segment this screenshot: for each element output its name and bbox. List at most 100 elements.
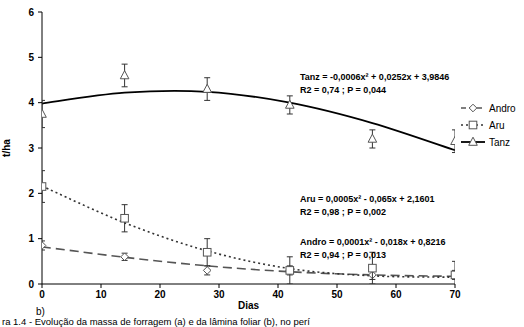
error-cap	[369, 284, 375, 285]
error-bar	[122, 205, 128, 232]
point	[286, 267, 294, 275]
error-cap	[287, 114, 293, 115]
x-tick	[455, 284, 456, 288]
y-tick-label: 6	[28, 7, 34, 18]
error-bar	[42, 171, 45, 203]
annotation: Andro = 0,0001x² - 0,018x + 0,8216	[300, 237, 446, 247]
error-cap	[42, 250, 45, 251]
point	[42, 242, 46, 250]
x-tick-label: 20	[154, 289, 166, 300]
point	[42, 183, 46, 191]
x-tick	[396, 284, 397, 288]
y-tick-label: 3	[28, 143, 34, 154]
error-bar	[122, 253, 128, 260]
point	[121, 214, 129, 222]
error-cap	[42, 127, 45, 128]
error-cap	[287, 256, 293, 257]
x-tick	[160, 284, 161, 288]
y-tick	[38, 238, 42, 239]
y-tick	[38, 193, 42, 194]
error-cap	[452, 261, 455, 262]
point	[203, 248, 211, 256]
y-tick-label: 1	[28, 233, 34, 244]
point	[121, 253, 129, 261]
x-tick-label: 40	[272, 289, 284, 300]
point	[203, 84, 212, 92]
error-bar	[287, 266, 293, 275]
plot-area	[42, 64, 455, 284]
error-bar	[204, 266, 210, 275]
error-bar	[452, 261, 455, 284]
x-tick-label: 10	[95, 289, 107, 300]
annotation: R2 = 0,74 ; P = 0,044	[300, 85, 386, 95]
y-tick-label: 4	[28, 97, 34, 108]
error-cap	[204, 265, 210, 266]
error-bar	[452, 270, 455, 279]
error-bar	[287, 257, 293, 284]
error-cap	[122, 86, 128, 87]
y-axis-label: t/ha	[1, 139, 12, 157]
error-cap	[42, 100, 45, 101]
error-bar	[204, 239, 210, 266]
y-tick	[38, 284, 42, 285]
annotation: R2 = 0,94 ; P = 0,013	[300, 250, 386, 260]
legend-label: Andro	[489, 103, 516, 114]
error-cap	[42, 240, 45, 241]
x-tick-label: 50	[331, 289, 343, 300]
error-cap	[369, 129, 375, 130]
x-tick-label: 30	[213, 289, 225, 300]
x-tick	[101, 284, 102, 288]
y-tick	[38, 57, 42, 58]
x-tick	[42, 284, 43, 288]
error-cap	[122, 231, 128, 232]
legend-marker	[469, 137, 478, 145]
error-cap	[204, 77, 210, 78]
error-cap	[122, 204, 128, 205]
error-cap	[287, 284, 293, 285]
legend-label: Tanz	[489, 137, 510, 148]
trend-line	[42, 186, 455, 277]
error-cap	[287, 95, 293, 96]
point	[120, 71, 129, 79]
x-tick	[219, 284, 220, 288]
annotation: Tanz = -0,0006x² + 0,0252x + 3,9846	[300, 72, 449, 82]
error-cap	[122, 64, 128, 65]
x-tick	[278, 284, 279, 288]
error-cap	[369, 148, 375, 149]
error-cap	[204, 238, 210, 239]
y-tick-label: 2	[28, 188, 34, 199]
annotation: R2 = 0,98 ; P = 0,002	[300, 207, 386, 217]
error-cap	[204, 100, 210, 101]
point	[42, 109, 46, 117]
error-cap	[42, 170, 45, 171]
error-cap	[204, 265, 210, 266]
caption: ra 1.4 - Evolução da massa de forragem (…	[2, 316, 310, 327]
point	[451, 271, 455, 279]
y-tick-label: 5	[28, 52, 34, 63]
point	[286, 100, 295, 108]
legend: Andro Aru Tanz	[461, 103, 516, 148]
error-cap	[452, 129, 455, 130]
point	[369, 264, 377, 272]
x-tick-label: 60	[390, 289, 402, 300]
x-tick-label: 70	[449, 289, 461, 300]
point	[451, 271, 455, 279]
y-tick	[38, 148, 42, 149]
chart: 0123456010203040506070t/haDiasAndroAruTa…	[0, 0, 524, 327]
point	[286, 267, 294, 275]
trend-line	[42, 91, 455, 150]
y-tick	[38, 12, 42, 13]
error-cap	[452, 152, 455, 153]
legend-marker	[469, 121, 477, 129]
point	[203, 267, 211, 275]
error-bar	[42, 241, 45, 250]
legend-label: Aru	[489, 120, 505, 131]
error-cap	[42, 202, 45, 203]
x-axis	[42, 284, 455, 285]
x-tick	[337, 284, 338, 288]
y-tick-label: 0	[28, 279, 34, 290]
x-tick-label: 0	[39, 289, 45, 300]
x-axis-label: Dias	[238, 300, 260, 311]
point	[368, 134, 377, 142]
legend-marker	[469, 104, 477, 112]
